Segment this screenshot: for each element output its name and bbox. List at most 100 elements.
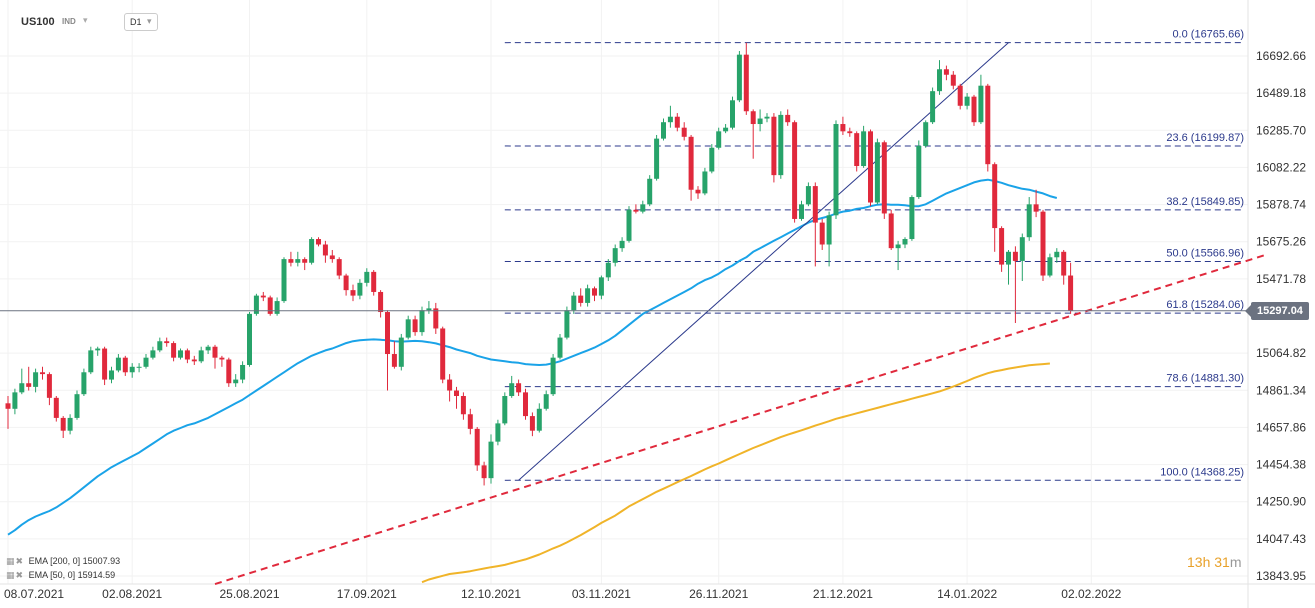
candle-up (833, 124, 839, 216)
fibonacci-retracement[interactable]: 0.0 (16765.66) 23.6 (16199.87) 38.2 (15849… (504, 29, 1244, 481)
candle-down (440, 328, 446, 380)
candle-up (736, 54, 742, 101)
candlesticks (5, 42, 1074, 486)
legend-label: EMA [200, 0] (28, 556, 81, 566)
price-tick-label: 16692.66 (1256, 49, 1306, 63)
candle-up (805, 186, 811, 205)
candle-up (240, 364, 246, 380)
settings-close-icons[interactable]: ▦✖ (6, 570, 25, 580)
candle-up (247, 313, 252, 365)
candle-up (709, 147, 715, 172)
legend-value: 15007.93 (82, 556, 121, 566)
candle-up (647, 178, 653, 205)
candle-up (129, 366, 135, 373)
candle-down (771, 116, 777, 176)
legend-value: 15914.59 (77, 570, 116, 580)
legend-ema-200[interactable]: ▦✖ EMA [200, 0] 15007.93 (6, 556, 120, 567)
candle-up (764, 116, 770, 119)
price-tick-label: 14861.34 (1256, 383, 1306, 397)
candle-up (150, 350, 156, 358)
chevron-down-icon: ▾ (147, 16, 152, 26)
legend-label: EMA [50, 0] (28, 570, 76, 580)
candle-up (1026, 204, 1032, 238)
candle-down (164, 341, 170, 344)
candle-down (316, 239, 321, 245)
price-axis[interactable]: 16692.66 16489.18 16285.70 16082.22 15878.74… (1256, 49, 1306, 583)
ema-200-line (421, 362, 1050, 584)
candle-down (447, 379, 453, 391)
candle-up (143, 357, 149, 367)
timeframe-value: D1 (130, 17, 142, 27)
price-tick-label: 15064.82 (1256, 346, 1306, 360)
candle-down (750, 111, 756, 125)
candle-up (667, 116, 673, 123)
fib-level-label: 0.0 (16765.66) (1172, 29, 1244, 41)
candle-up (295, 259, 301, 263)
candle-up (916, 145, 922, 198)
candle-up (67, 417, 73, 431)
candle-down (226, 359, 232, 384)
candle-up (19, 383, 25, 393)
candle-down (1068, 275, 1074, 311)
trendlines[interactable] (214, 42, 1265, 585)
candle-down (336, 259, 342, 276)
candle-down (743, 54, 749, 112)
settings-close-icons[interactable]: ▦✖ (6, 556, 25, 566)
exchange-label: IND (62, 17, 76, 26)
chevron-down-icon[interactable]: ▾ (83, 15, 88, 25)
candle-down (881, 142, 887, 214)
price-tick-label: 15471.78 (1256, 272, 1306, 286)
current-price-tag: 15297.04 (1245, 301, 1309, 320)
time-tick-label: 03.11.2021 (572, 587, 631, 601)
candle-up (895, 244, 901, 249)
candle-down (454, 390, 459, 397)
candle-up (281, 259, 287, 302)
candle-up (861, 131, 867, 167)
candle-up (543, 394, 549, 409)
candle-down (950, 74, 956, 86)
candle-down (53, 397, 59, 418)
candle-up (619, 240, 625, 249)
symbol-name[interactable]: US100 (21, 16, 55, 28)
time-tick-label: 21.12.2021 (813, 587, 873, 601)
candle-up (398, 337, 404, 367)
candle-up (178, 350, 183, 358)
candle-down (385, 312, 390, 355)
time-tick-label: 14.01.2022 (937, 587, 997, 601)
candle-down (184, 350, 190, 360)
candle-up (81, 372, 87, 395)
candle-up (1006, 251, 1011, 265)
candle-down (350, 290, 356, 296)
candle-down (481, 465, 487, 479)
time-tick-label: 25.08.2021 (219, 587, 279, 601)
candle-down (191, 359, 197, 362)
candle-down (467, 414, 473, 429)
price-tick-label: 15675.26 (1256, 235, 1306, 249)
candle-up (1047, 257, 1053, 276)
candle-down (343, 275, 349, 291)
candle-down (523, 392, 528, 417)
timeframe-select[interactable]: D1 ▾ (124, 13, 158, 31)
candle-up (502, 396, 508, 424)
legend-ema-50[interactable]: ▦✖ EMA [50, 0] 15914.59 (6, 570, 115, 581)
fib-level-label: 38.2 (15849.85) (1166, 196, 1244, 208)
candle-up (571, 295, 577, 311)
candle-up (661, 122, 666, 139)
candle-down (267, 297, 273, 314)
timer-hours-unit: h (1202, 554, 1211, 570)
price-tick-label: 14047.43 (1256, 532, 1306, 546)
candle-up (612, 248, 618, 263)
candle-up (12, 392, 18, 409)
candle-down (992, 164, 998, 229)
candle-down (529, 416, 535, 431)
candle-down (1033, 204, 1039, 212)
candle-down (819, 222, 825, 245)
candle-down (302, 259, 308, 263)
candle-down (288, 259, 294, 263)
candle-up (757, 118, 763, 125)
candle-down (792, 122, 798, 219)
candle-down (516, 383, 522, 393)
time-axis[interactable]: 08.07.2021 02.08.2021 25.08.2021 17.09.2021… (4, 587, 1122, 601)
candle-down (847, 131, 853, 134)
